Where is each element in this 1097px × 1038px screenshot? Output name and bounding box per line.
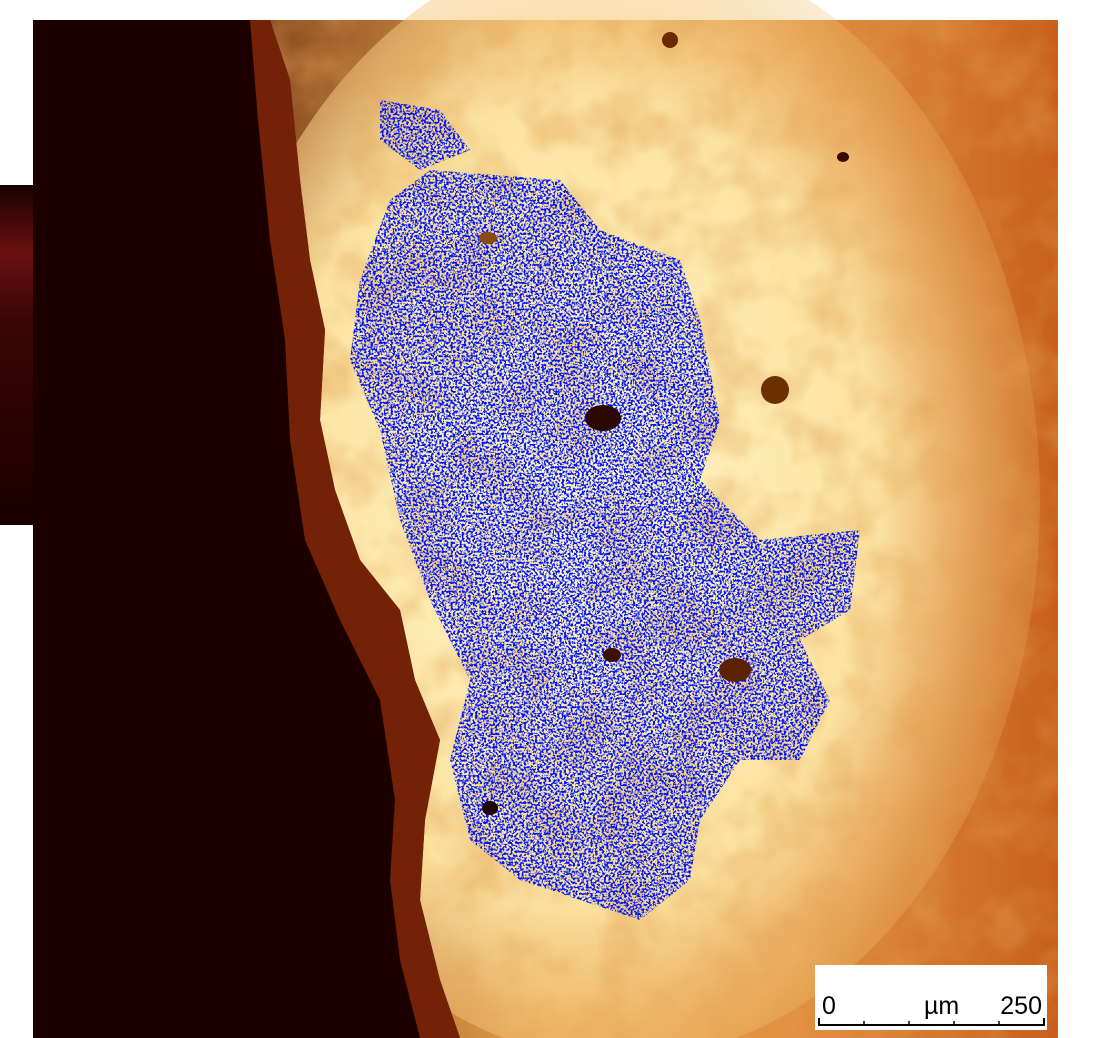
scale-end: 250	[1000, 992, 1042, 1020]
particle	[479, 232, 497, 244]
particle	[585, 405, 621, 431]
scale-unit: µm	[924, 992, 959, 1020]
particle	[482, 801, 498, 815]
particle	[761, 376, 789, 404]
particle	[837, 152, 849, 162]
micrograph: 0 µm 250	[0, 0, 1097, 1038]
particle	[719, 658, 751, 682]
page: {"scale_bar": {"start": "0", "unit": "µm…	[0, 0, 1097, 1038]
particle	[662, 32, 678, 48]
scale-start: 0	[822, 992, 836, 1020]
edge-strip	[0, 185, 33, 525]
scale-bar: 0 µm 250	[815, 965, 1047, 1030]
particle	[603, 648, 621, 662]
